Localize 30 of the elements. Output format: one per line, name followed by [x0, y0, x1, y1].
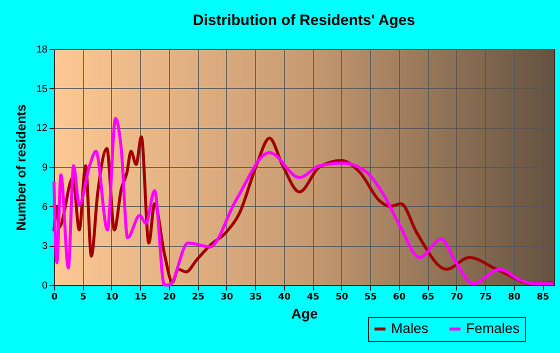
x-tick-label: 0 [51, 292, 58, 302]
x-tick-label: 60 [393, 292, 406, 302]
x-tick-label: 55 [364, 292, 377, 302]
x-tick-label: 40 [278, 292, 291, 302]
x-tick-label: 50 [336, 292, 348, 302]
x-tick-label: 10 [106, 292, 118, 302]
y-tick-label: 6 [42, 202, 48, 213]
x-tick-label: 70 [450, 292, 464, 302]
x-tick-label: 65 [422, 292, 434, 302]
y-tick-label: 3 [42, 241, 48, 252]
y-tick-label: 0 [42, 280, 48, 292]
legend-label: Females [466, 320, 520, 336]
x-axis-title: Age [291, 306, 318, 322]
y-tick-label: 12 [36, 123, 48, 134]
x-tick-label: 25 [192, 292, 204, 302]
y-tick-label: 9 [42, 162, 48, 174]
legend-label: Males [391, 320, 428, 336]
x-tick-label: 20 [163, 292, 176, 302]
x-tick-label: 80 [508, 292, 521, 302]
x-tick-label: 30 [220, 292, 234, 302]
x-tick-label: 45 [306, 292, 320, 302]
x-tick-label: 85 [536, 292, 550, 302]
x-tick-label: 5 [80, 292, 86, 302]
chart-title: Distribution of Residents' Ages [192, 12, 416, 29]
y-tick-label: 18 [36, 44, 48, 56]
y-axis-title: Number of residents [13, 104, 28, 231]
x-tick-label: 35 [249, 292, 262, 302]
x-tick-label: 75 [479, 292, 492, 302]
y-tick-label: 15 [36, 84, 48, 95]
x-tick-label: 15 [134, 292, 147, 302]
